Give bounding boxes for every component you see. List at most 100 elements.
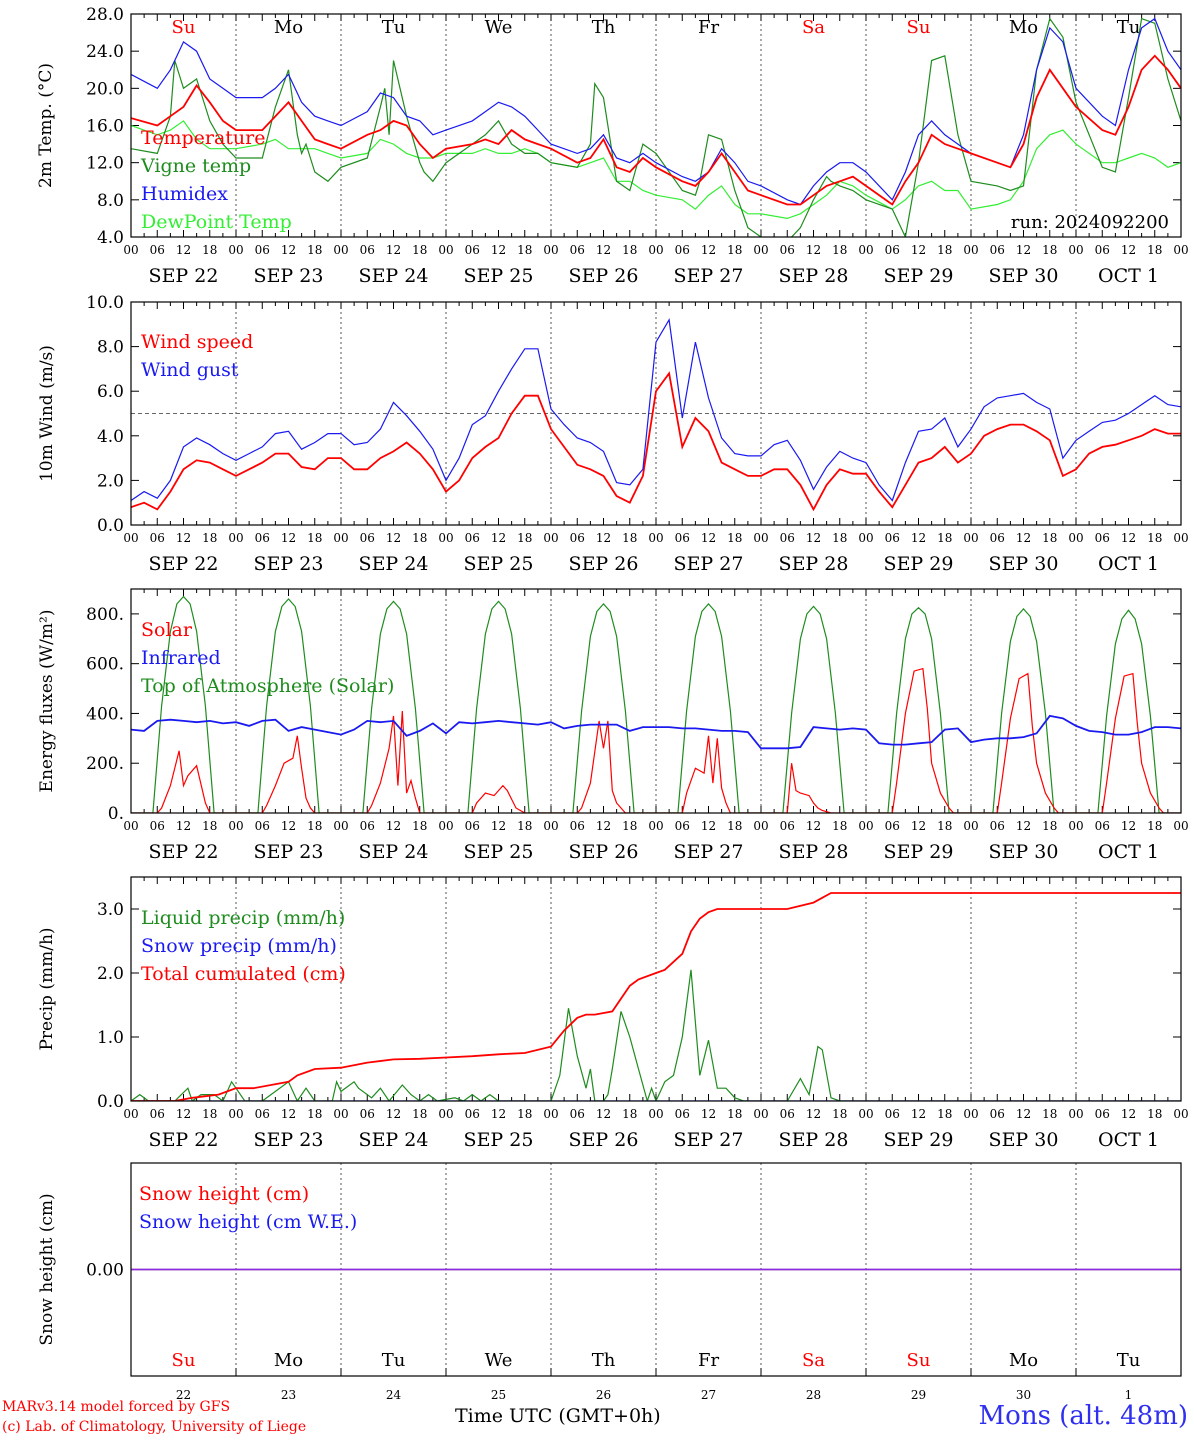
x-date-label: SEP 23 [254,841,324,863]
x-date-label: SEP 24 [359,841,429,863]
x-hour-label: 12 [911,531,926,545]
x-hour-label: 06 [885,243,900,257]
x-hour-label: 18 [412,531,427,545]
x-date-label: SEP 25 [464,841,534,863]
x-hour-label: 00 [543,243,558,257]
weekday-label: We [485,17,513,38]
day-number-label: 23 [281,1388,296,1402]
legend-entry: Temperature [141,127,265,149]
x-hour-label: 00 [123,243,138,257]
legend-entry: Total cumulated (cm) [141,963,346,985]
y-axis-title: Precip (mm/h) [37,927,57,1050]
x-hour-label: 00 [753,819,768,833]
x-hour-label: 12 [176,819,191,833]
legend-entry: Snow height (cm) [139,1183,309,1205]
series-line-total-cumulated-cm- [131,892,1181,1101]
panel-frame [130,1162,1182,1377]
x-hour-label: 06 [780,243,795,257]
weekday-label: Tu [382,1350,406,1371]
x-date-label: SEP 29 [884,1129,954,1151]
weekday-label: We [485,1350,513,1371]
x-hour-label: 00 [333,819,348,833]
x-hour-label: 06 [465,531,480,545]
day-number-label: 30 [1016,1388,1031,1402]
x-date-label: SEP 23 [254,265,324,287]
run-annotation: run: 2024092200 [1011,212,1169,233]
x-hour-label: 00 [648,819,663,833]
y-tick-label: 400. [86,704,124,724]
weekday-label: Su [907,17,931,38]
x-hour-label: 12 [176,1107,191,1121]
x-date-label: SEP 24 [359,265,429,287]
x-hour-label: 00 [858,819,873,833]
x-hour-label: 18 [412,1107,427,1121]
x-date-label: SEP 26 [569,1129,639,1151]
x-hour-label: 06 [360,243,375,257]
weekday-label: Fr [698,17,719,38]
legend-entry: Top of Atmosphere (Solar) [141,675,394,697]
x-hour-label: 06 [465,1107,480,1121]
series-line-dewpoint-temp [131,120,1181,220]
x-hour-label: 00 [858,531,873,545]
x-hour-label: 12 [806,531,821,545]
x-hour-label: 06 [675,1107,690,1121]
x-hour-label: 12 [491,531,506,545]
x-hour-label: 06 [360,819,375,833]
panel-frame [130,588,1182,814]
y-tick-label: 4.0 [97,427,124,447]
y-tick-label: 12.0 [86,154,124,174]
x-hour-label: 00 [228,531,243,545]
y-tick-label: 0.0 [97,516,124,536]
x-date-label: SEP 27 [674,841,744,863]
x-date-label: SEP 29 [884,265,954,287]
x-hour-label: 18 [307,819,322,833]
x-hour-label: 00 [1173,531,1188,545]
y-tick-label: 16.0 [86,117,124,137]
panel-frame [130,13,1182,238]
x-hour-label: 06 [255,531,270,545]
x-hour-label: 00 [228,819,243,833]
x-date-label: SEP 27 [674,265,744,287]
x-hour-label: 00 [648,243,663,257]
x-hour-label: 00 [543,1107,558,1121]
x-hour-label: 18 [622,1107,637,1121]
x-date-label: SEP 29 [884,553,954,575]
x-hour-label: 00 [1068,243,1083,257]
weekday-label: Tu [382,17,406,38]
x-hour-label: 12 [911,1107,926,1121]
x-hour-label: 12 [386,243,401,257]
x-hour-label: 06 [885,819,900,833]
x-date-label: SEP 25 [464,265,534,287]
y-tick-label: 0.0 [97,1092,124,1112]
x-date-label: SEP 23 [254,1129,324,1151]
x-hour-label: 00 [438,243,453,257]
y-tick-label: 2.0 [97,964,124,984]
x-date-label: SEP 22 [149,553,219,575]
legend-entry: Snow precip (mm/h) [141,935,337,957]
weekday-label: Th [592,1350,616,1371]
y-tick-label: 0. [108,804,124,824]
x-date-label: SEP 24 [359,1129,429,1151]
x-hour-label: 00 [1068,819,1083,833]
x-hour-label: 06 [360,531,375,545]
series-line-humidex [131,17,1181,206]
x-hour-label: 06 [465,819,480,833]
x-hour-label: 00 [648,1107,663,1121]
legend-entry: Infrared [141,647,221,669]
x-hour-label: 12 [1121,531,1136,545]
x-hour-label: 06 [150,531,165,545]
x-hour-label: 18 [832,531,847,545]
y-tick-label: 800. [86,605,124,625]
day-number-label: 25 [491,1388,506,1402]
x-hour-label: 06 [1095,531,1110,545]
day-number-label: 29 [911,1388,926,1402]
weekday-label: Tu [1117,17,1141,38]
x-hour-label: 06 [675,819,690,833]
x-hour-label: 06 [990,819,1005,833]
x-hour-label: 06 [570,819,585,833]
x-hour-label: 12 [176,243,191,257]
x-hour-label: 12 [911,243,926,257]
x-hour-label: 18 [202,1107,217,1121]
panel-3: 0. 200. 400. 600. 800. Energy fluxes (W/m²) 00… [37,588,1189,863]
x-hour-label: 00 [228,1107,243,1121]
